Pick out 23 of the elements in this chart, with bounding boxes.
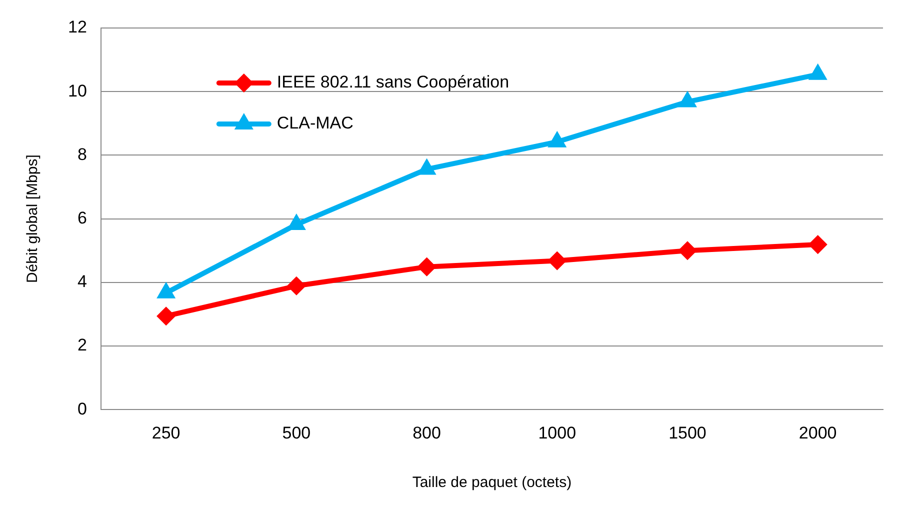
x-tick-label: 2000 (798, 423, 837, 442)
y-tick-label: 6 (77, 208, 87, 228)
legend-label: CLA-MAC (276, 114, 354, 133)
x-tick-label: 800 (412, 423, 441, 442)
legend-label: IEEE 802.11 sans Coopération (276, 72, 510, 92)
point (548, 252, 566, 270)
y-tick-label: 4 (77, 272, 87, 292)
point (809, 236, 826, 254)
y-tick-label: 2 (77, 336, 87, 355)
y-tick-label: 12 (68, 18, 87, 37)
point (158, 308, 175, 325)
y-tick-label: 0 (77, 399, 87, 418)
x-tick-label: 500 (282, 423, 311, 442)
x-tick-label: 1000 (538, 423, 576, 442)
x-tick-label: 1500 (668, 423, 706, 442)
y-tick-label: 10 (68, 81, 87, 100)
x-tick-label: 250 (152, 423, 180, 442)
y-tick-label: 8 (77, 144, 87, 164)
point (678, 242, 696, 260)
point (418, 258, 436, 276)
x-axis-title: Taille de paquet (octets) (412, 474, 572, 492)
point (288, 277, 305, 294)
y-axis-title: Débit global [Mbps] (24, 154, 42, 284)
